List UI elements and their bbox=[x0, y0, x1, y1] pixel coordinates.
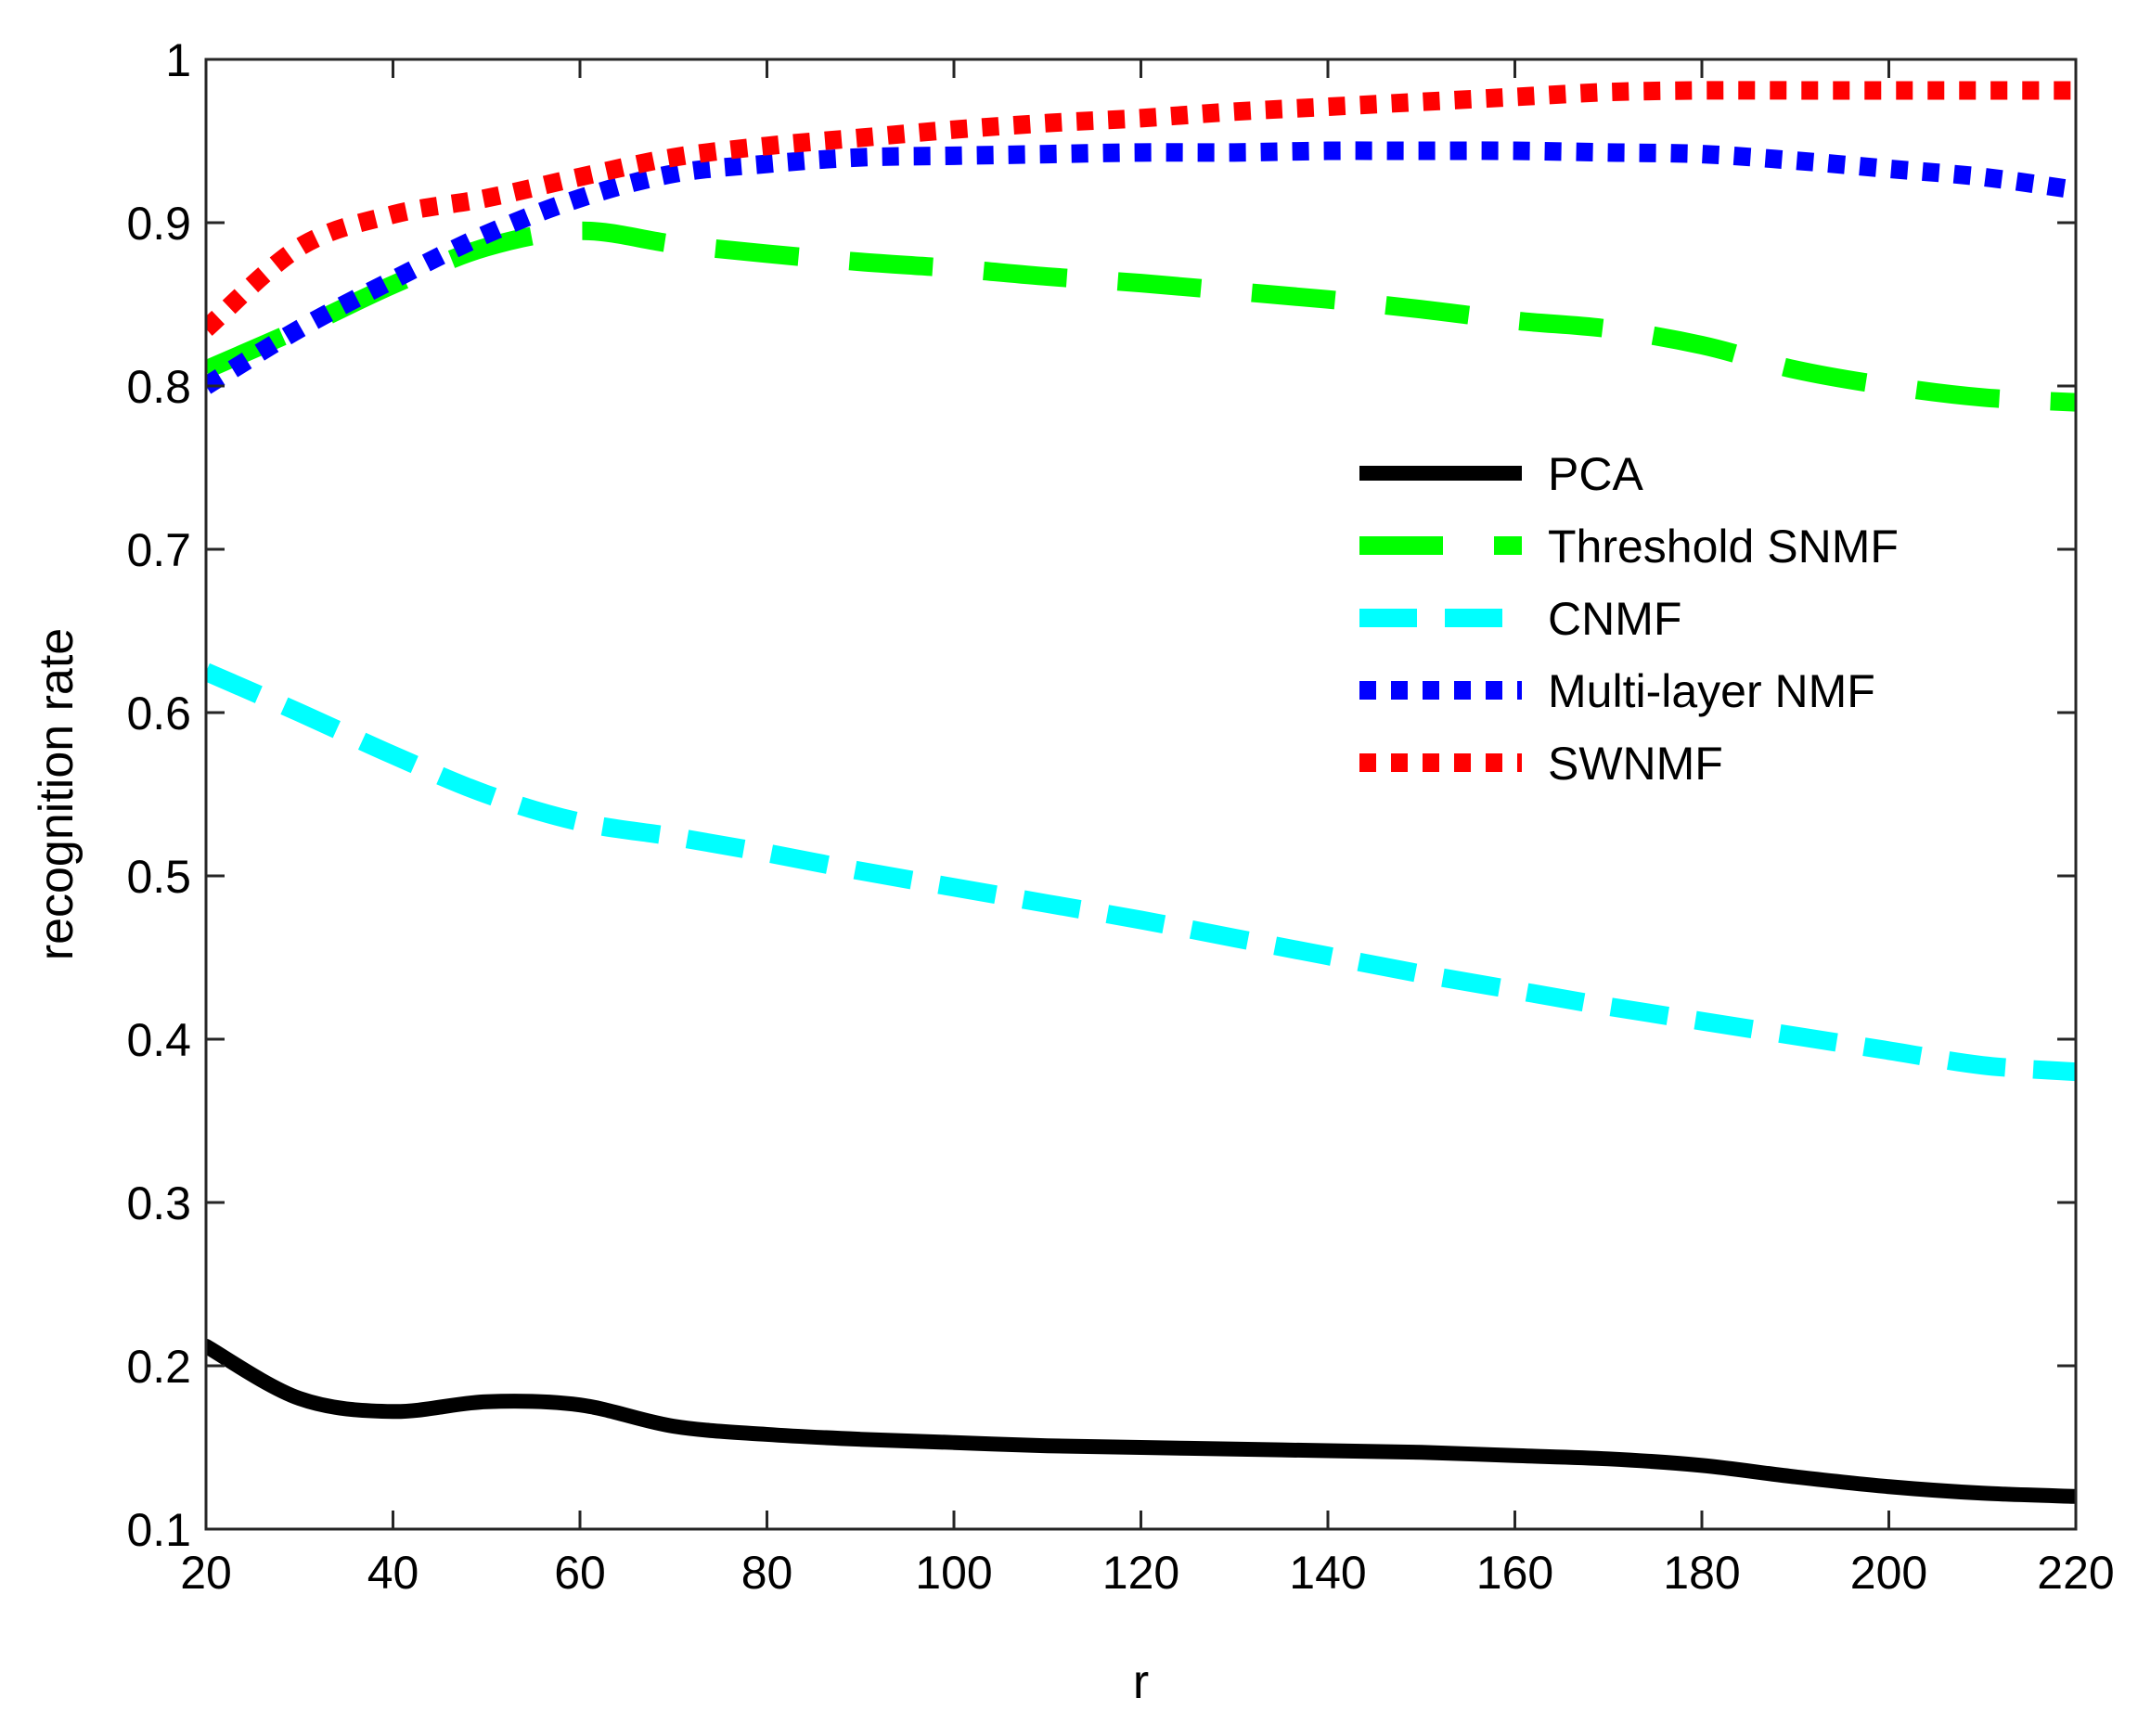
y-tick-label: 0.5 bbox=[126, 851, 191, 903]
legend-label: PCA bbox=[1548, 448, 1643, 500]
x-tick-label: 200 bbox=[1850, 1547, 1927, 1599]
x-tick-label: 180 bbox=[1663, 1547, 1740, 1599]
y-tick-label: 0.1 bbox=[126, 1504, 191, 1556]
axes-layer: 20 40 60 80 100 120 140 160 180 200 220 0.1 0.2 0.3 0.… bbox=[126, 34, 2114, 1599]
x-tick-label: 20 bbox=[180, 1547, 232, 1599]
series-line-cnmf bbox=[206, 662, 2076, 1082]
y-tick-label: 0.2 bbox=[126, 1341, 191, 1393]
legend-label: CNMF bbox=[1548, 593, 1681, 645]
legend-entry: CNMF bbox=[1359, 593, 1681, 645]
y-tick-label: 0.3 bbox=[126, 1177, 191, 1229]
legend: PCA Threshold SNMF CNMF Multi-layer NMF SWNM… bbox=[1359, 448, 1899, 790]
series-line-multi-layer-nmf bbox=[206, 141, 2076, 394]
x-tick-label: 60 bbox=[554, 1547, 606, 1599]
series-line-threshold-snmf bbox=[206, 221, 2076, 412]
x-tick-label: 120 bbox=[1102, 1547, 1179, 1599]
legend-label: Multi-layer NMF bbox=[1548, 665, 1875, 717]
x-tick-label: 160 bbox=[1476, 1547, 1553, 1599]
series-layer bbox=[206, 81, 2076, 1504]
series-line-swnmf bbox=[206, 81, 2076, 336]
y-tick-label: 0.6 bbox=[126, 688, 191, 739]
legend-label: Threshold SNMF bbox=[1548, 521, 1899, 572]
y-tick-label: 0.4 bbox=[126, 1014, 191, 1066]
legend-entry: PCA bbox=[1359, 448, 1643, 500]
x-tick-label: 140 bbox=[1289, 1547, 1366, 1599]
x-tick-label: 80 bbox=[741, 1547, 793, 1599]
x-axis-label: r bbox=[1133, 1655, 1149, 1709]
y-tick-label: 0.8 bbox=[126, 361, 191, 413]
legend-entry: Threshold SNMF bbox=[1359, 521, 1899, 572]
legend-entry: Multi-layer NMF bbox=[1359, 665, 1875, 717]
legend-label: SWNMF bbox=[1548, 738, 1723, 790]
y-tick-label: 0.7 bbox=[126, 524, 191, 576]
y-tick-label: 0.9 bbox=[126, 198, 191, 250]
y-tick-label: 1 bbox=[165, 34, 191, 86]
y-axis-label: recognition rate bbox=[30, 628, 84, 960]
x-tick-label: 100 bbox=[915, 1547, 992, 1599]
legend-entry: SWNMF bbox=[1359, 738, 1723, 790]
x-tick-label: 40 bbox=[367, 1547, 419, 1599]
x-tick-label: 220 bbox=[2037, 1547, 2114, 1599]
series-line-pca bbox=[206, 1338, 2076, 1504]
